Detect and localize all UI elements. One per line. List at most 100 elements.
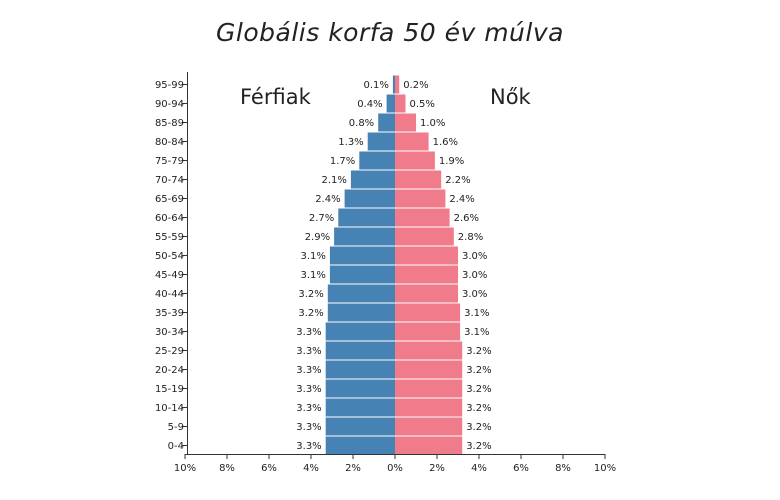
- bar-male-25-29: [325, 341, 395, 360]
- value-label-female-60-64: 2.6%: [454, 213, 479, 224]
- value-label-female-0-4: 3.2%: [466, 441, 491, 452]
- bar-female-30-34: [395, 322, 461, 341]
- x-tick-label-9: 8%: [555, 463, 571, 474]
- bar-female-80-84: [395, 132, 429, 151]
- value-label-male-15-19: 3.3%: [296, 384, 321, 395]
- bar-male-0-4: [325, 436, 395, 455]
- bar-male-70-74: [350, 170, 395, 189]
- bar-female-90-94: [395, 94, 406, 113]
- x-tick-label-0: 10%: [174, 463, 196, 474]
- x-tick-label-8: 6%: [513, 463, 529, 474]
- value-label-male-35-39: 3.2%: [298, 308, 323, 319]
- value-label-male-25-29: 3.3%: [296, 346, 321, 357]
- x-tick-label-10: 10%: [594, 463, 616, 474]
- y-tick-label-40-44: 40-44: [155, 289, 184, 300]
- bar-female-50-54: [395, 246, 458, 265]
- y-tick-label-45-49: 45-49: [155, 270, 184, 281]
- y-tick-label-20-24: 20-24: [155, 365, 184, 376]
- y-tick-label-55-59: 55-59: [155, 232, 184, 243]
- bar-male-90-94: [386, 94, 395, 113]
- value-label-female-15-19: 3.2%: [466, 384, 491, 395]
- bar-female-40-44: [395, 284, 458, 303]
- bar-male-95-99: [392, 75, 395, 94]
- bar-female-75-79: [395, 151, 435, 170]
- value-label-male-70-74: 2.1%: [321, 175, 346, 186]
- value-label-male-55-59: 2.9%: [305, 232, 330, 243]
- bar-female-35-39: [395, 303, 461, 322]
- legend-label-male: Férfiak: [240, 85, 312, 109]
- y-tick-label-0-4: 0-4: [168, 441, 184, 452]
- bar-male-35-39: [327, 303, 395, 322]
- y-tick-label-85-89: 85-89: [155, 118, 184, 129]
- bar-female-10-14: [395, 398, 463, 417]
- value-label-female-40-44: 3.0%: [462, 289, 487, 300]
- value-label-male-90-94: 0.4%: [357, 99, 382, 110]
- x-tick-label-1: 8%: [219, 463, 235, 474]
- y-tick-label-90-94: 90-94: [155, 99, 184, 110]
- value-label-male-95-99: 0.1%: [363, 80, 388, 91]
- value-label-female-10-14: 3.2%: [466, 403, 491, 414]
- y-tick-label-5-9: 5-9: [168, 422, 184, 433]
- chart-title: Globális korfa 50 év múlva: [216, 18, 564, 47]
- bar-male-15-19: [325, 379, 395, 398]
- y-tick-label-70-74: 70-74: [155, 175, 184, 186]
- value-label-female-90-94: 0.5%: [410, 99, 435, 110]
- y-tick-label-50-54: 50-54: [155, 251, 184, 262]
- value-label-female-80-84: 1.6%: [433, 137, 458, 148]
- bar-female-65-69: [395, 189, 446, 208]
- y-tick-label-65-69: 65-69: [155, 194, 184, 205]
- value-label-female-75-79: 1.9%: [439, 156, 464, 167]
- value-label-male-40-44: 3.2%: [298, 289, 323, 300]
- x-tick-label-7: 4%: [471, 463, 487, 474]
- value-label-male-80-84: 1.3%: [338, 137, 363, 148]
- bar-male-85-89: [378, 113, 395, 132]
- bar-male-80-84: [367, 132, 395, 151]
- y-tick-label-95-99: 95-99: [155, 80, 184, 91]
- value-label-male-65-69: 2.4%: [315, 194, 340, 205]
- value-label-male-60-64: 2.7%: [309, 213, 334, 224]
- value-label-male-45-49: 3.1%: [300, 270, 325, 281]
- bar-male-60-64: [338, 208, 395, 227]
- bar-female-60-64: [395, 208, 450, 227]
- y-tick-label-80-84: 80-84: [155, 137, 184, 148]
- x-tick-label-5: 0%: [387, 463, 403, 474]
- value-label-female-85-89: 1.0%: [420, 118, 445, 129]
- x-tick-label-6: 2%: [429, 463, 445, 474]
- value-label-female-70-74: 2.2%: [445, 175, 470, 186]
- bar-male-65-69: [344, 189, 395, 208]
- value-label-female-65-69: 2.4%: [449, 194, 474, 205]
- bar-female-95-99: [395, 75, 400, 94]
- y-tick-label-15-19: 15-19: [155, 384, 184, 395]
- value-label-female-95-99: 0.2%: [403, 80, 428, 91]
- value-label-female-50-54: 3.0%: [462, 251, 487, 262]
- value-label-female-45-49: 3.0%: [462, 270, 487, 281]
- y-tick-label-75-79: 75-79: [155, 156, 184, 167]
- value-label-female-35-39: 3.1%: [464, 308, 489, 319]
- bar-female-70-74: [395, 170, 442, 189]
- bar-female-55-59: [395, 227, 454, 246]
- x-tick-label-4: 2%: [345, 463, 361, 474]
- bar-female-45-49: [395, 265, 458, 284]
- y-tick-label-60-64: 60-64: [155, 213, 184, 224]
- value-label-male-20-24: 3.3%: [296, 365, 321, 376]
- bar-female-15-19: [395, 379, 463, 398]
- bar-male-40-44: [327, 284, 395, 303]
- value-label-male-85-89: 0.8%: [349, 118, 374, 129]
- bar-male-55-59: [334, 227, 395, 246]
- value-label-male-5-9: 3.3%: [296, 422, 321, 433]
- bar-male-50-54: [329, 246, 395, 265]
- value-label-female-5-9: 3.2%: [466, 422, 491, 433]
- value-label-female-25-29: 3.2%: [466, 346, 491, 357]
- value-label-male-30-34: 3.3%: [296, 327, 321, 338]
- x-tick-label-3: 4%: [303, 463, 319, 474]
- value-label-male-50-54: 3.1%: [300, 251, 325, 262]
- y-tick-label-30-34: 30-34: [155, 327, 184, 338]
- bar-male-10-14: [325, 398, 395, 417]
- value-label-male-0-4: 3.3%: [296, 441, 321, 452]
- x-tick-label-2: 6%: [261, 463, 277, 474]
- bar-female-0-4: [395, 436, 463, 455]
- y-tick-label-10-14: 10-14: [155, 403, 184, 414]
- value-label-male-75-79: 1.7%: [330, 156, 355, 167]
- value-label-male-10-14: 3.3%: [296, 403, 321, 414]
